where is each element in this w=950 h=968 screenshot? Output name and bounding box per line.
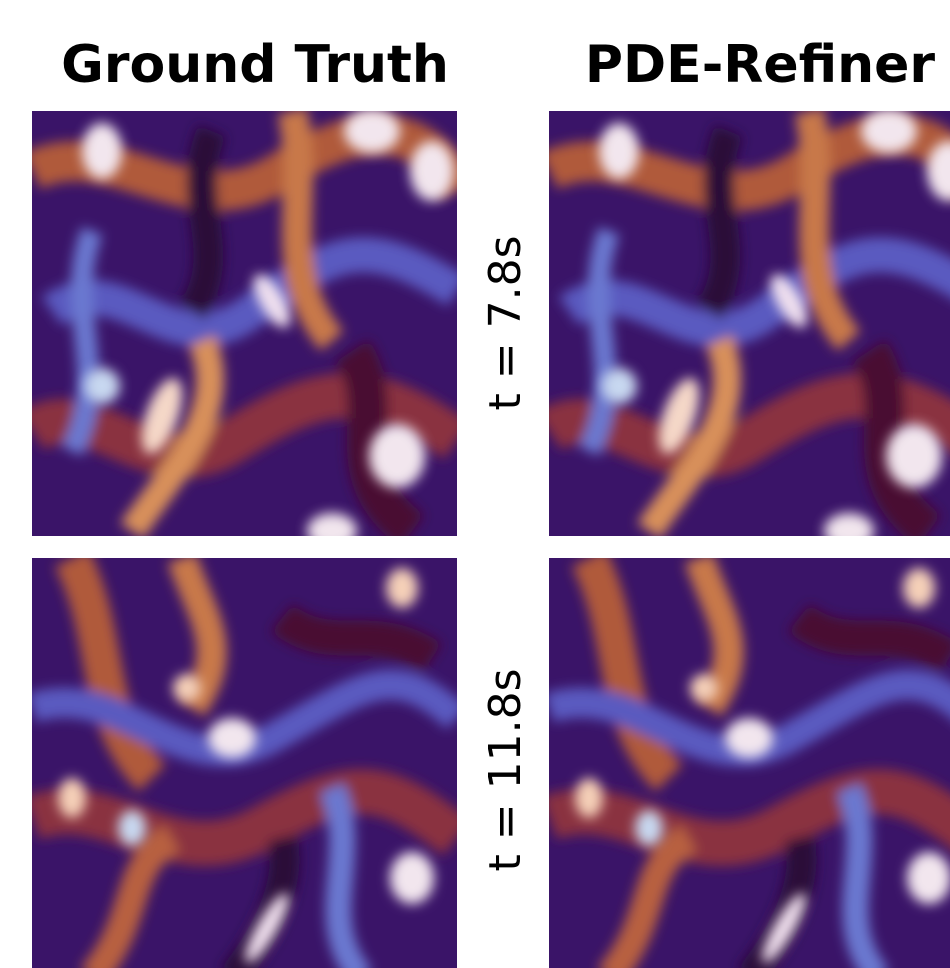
field-image (549, 109, 950, 549)
column-title: PDE-Refiner (585, 35, 936, 95)
column-title: Ground Truth (61, 35, 449, 95)
row-label: t = 7.8s (480, 236, 531, 411)
page: Ground Truth PDE-Refiner t = 7.8s t = 11… (0, 0, 950, 968)
row-label: t = 11.8s (480, 669, 531, 872)
figure: Ground Truth PDE-Refiner t = 7.8s t = 11… (0, 0, 950, 968)
field-image (32, 109, 457, 549)
field-image (549, 558, 950, 968)
field-image (32, 558, 457, 968)
